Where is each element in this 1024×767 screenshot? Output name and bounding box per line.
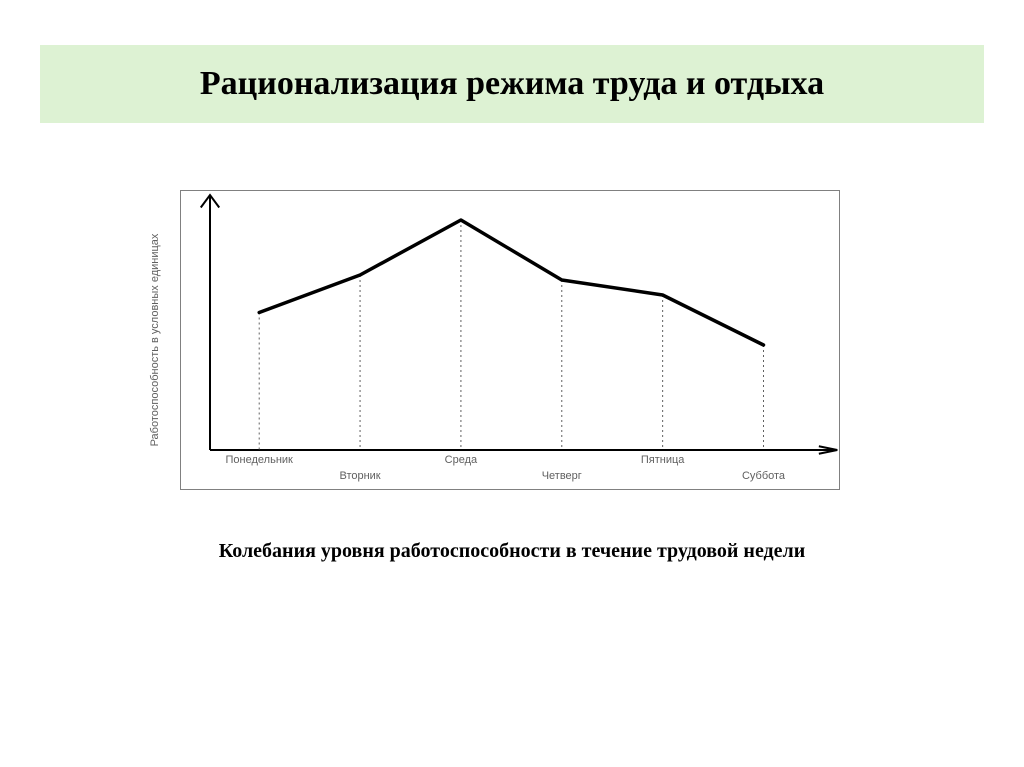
title-bar: Рационализация режима труда и отдыха [40,45,984,123]
x-axis-tick-label: Суббота [742,470,785,482]
x-axis-tick-label: Среда [445,454,477,466]
weekly-performance-chart: Работоспособность в условных единицах По… [180,190,840,490]
x-axis-labels: Понедельник Вторник Среда Четверг Пятница Суб… [210,452,825,490]
plot-area [210,200,825,450]
chart-svg [210,200,825,450]
page-title: Рационализация режима труда и отдыха [200,65,824,103]
x-axis-tick-label: Четверг [542,470,582,482]
x-axis-tick-label: Понедельник [226,454,293,466]
x-axis-tick-label: Пятница [641,454,685,466]
chart-caption: Колебания уровня работоспособности в теч… [0,540,1024,563]
x-axis-tick-label: Вторник [339,470,380,482]
y-axis-label: Работоспособность в условных единицах [149,234,161,447]
